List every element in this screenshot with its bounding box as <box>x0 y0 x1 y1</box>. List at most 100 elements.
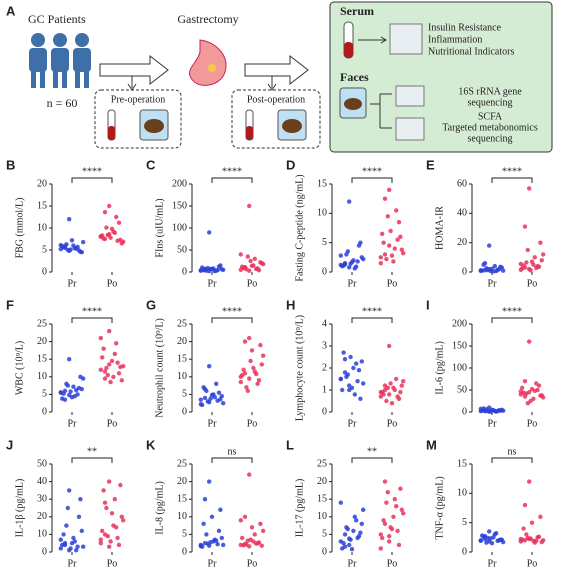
analyzer-icon <box>389 23 423 55</box>
data-point <box>240 372 245 378</box>
data-point <box>216 528 222 534</box>
data-point <box>238 252 243 257</box>
data-point <box>69 238 75 243</box>
data-point <box>387 343 392 349</box>
data-point <box>396 542 402 548</box>
data-point <box>219 535 224 541</box>
data-point <box>498 408 503 413</box>
data-point <box>395 237 400 242</box>
data-point <box>349 546 355 552</box>
scfa-text: Targeted metabonomics <box>442 122 538 133</box>
data-point <box>356 368 362 373</box>
data-point <box>81 239 86 245</box>
data-point <box>64 523 69 528</box>
data-point <box>355 379 360 384</box>
data-point <box>347 387 352 393</box>
data-point <box>378 394 383 399</box>
y-tick-label: 10 <box>317 511 327 522</box>
data-point <box>221 401 226 406</box>
significance-label: **** <box>362 306 382 317</box>
y-tick-label: 20 <box>177 336 187 347</box>
data-point <box>114 525 119 530</box>
y-tick-label: 15 <box>177 493 187 504</box>
data-point <box>525 247 530 253</box>
data-point <box>384 256 389 262</box>
data-point <box>104 365 109 371</box>
data-point <box>119 514 125 519</box>
data-point <box>345 526 350 532</box>
data-point <box>221 542 226 548</box>
y-tick-label: 200 <box>172 178 187 189</box>
panel-label: J <box>6 437 13 452</box>
data-point <box>102 500 108 505</box>
data-point <box>115 535 120 541</box>
y-tick-label: 15 <box>317 493 327 504</box>
y-axis-label: FIns (uIU/mL) <box>154 198 165 257</box>
data-point <box>75 544 80 549</box>
data-point <box>112 497 118 502</box>
data-point <box>108 539 113 544</box>
data-point <box>538 393 543 398</box>
chart-panel: F WBC (10⁹/L) 0 5 10 15 20 25 Pr Po **** <box>6 297 126 429</box>
y-tick-label: 2 <box>322 362 327 373</box>
data-point <box>394 504 399 509</box>
data-point <box>392 497 397 502</box>
y-tick-label: 10 <box>317 208 327 219</box>
arrow <box>267 76 277 91</box>
data-point <box>356 533 362 539</box>
data-point <box>107 544 112 549</box>
data-point <box>489 266 495 271</box>
data-point <box>116 542 122 548</box>
data-point <box>536 534 542 539</box>
x-tick-label: Pr <box>68 558 78 569</box>
y-tick-label: 20 <box>457 237 467 248</box>
data-point <box>205 541 210 546</box>
data-point <box>399 247 404 252</box>
panel-label: M <box>426 437 437 452</box>
sample-size: n = 60 <box>47 96 78 110</box>
data-point <box>62 397 68 402</box>
data-point <box>102 376 108 381</box>
data-point <box>539 258 544 263</box>
x-tick-label: Pr <box>488 278 498 289</box>
x-tick-label: Pr <box>208 558 218 569</box>
data-point <box>251 365 256 371</box>
y-tick-label: 20 <box>37 511 47 522</box>
y-tick-label: 0 <box>322 406 327 417</box>
data-point <box>247 376 252 381</box>
data-point <box>518 536 523 542</box>
data-point <box>528 268 533 273</box>
data-point <box>341 350 346 355</box>
data-point <box>387 243 392 248</box>
data-point <box>380 231 385 237</box>
data-point <box>242 514 248 519</box>
data-point <box>202 497 208 502</box>
data-point <box>541 252 546 257</box>
significance-label: ** <box>87 446 97 457</box>
y-tick-label: 0 <box>42 266 47 277</box>
arrow <box>358 36 387 44</box>
data-point <box>98 367 104 372</box>
pre-box <box>94 89 182 149</box>
data-point <box>114 214 119 220</box>
data-point <box>485 267 490 273</box>
data-point <box>249 263 255 269</box>
data-point <box>65 505 71 511</box>
data-point <box>258 342 263 348</box>
data-point <box>345 249 350 254</box>
data-point <box>67 488 72 493</box>
data-point <box>248 258 253 264</box>
data-point <box>204 532 209 537</box>
y-tick-label: 50 <box>37 458 47 469</box>
x-tick-label: Po <box>527 558 538 569</box>
data-point <box>484 540 489 545</box>
data-point <box>378 546 383 551</box>
x-tick-label: Po <box>107 418 118 429</box>
scfa-text: SCFA <box>478 111 503 122</box>
chart-panel: H Lymphocyte count (10⁹/L) 0 1 2 3 4 Pr Po **** <box>286 297 406 429</box>
data-point <box>221 267 226 272</box>
y-axis-label: WBC (10⁹/L) <box>14 341 25 395</box>
y-tick-label: 200 <box>452 318 467 329</box>
significance-label: **** <box>82 306 102 317</box>
data-point <box>252 532 257 537</box>
